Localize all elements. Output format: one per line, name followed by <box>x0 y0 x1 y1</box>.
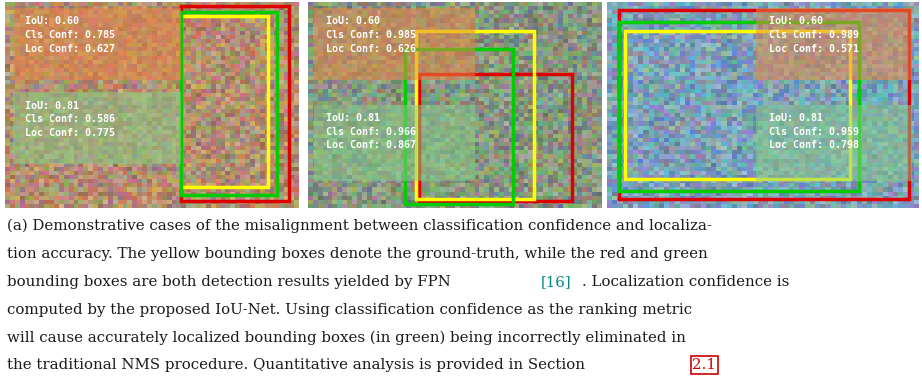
Text: IoU: 0.81
Cls Conf: 0.586
Loc Conf: 0.775: IoU: 0.81 Cls Conf: 0.586 Loc Conf: 0.77… <box>25 101 115 138</box>
Bar <box>405 49 514 203</box>
FancyBboxPatch shape <box>308 2 601 208</box>
Text: tion accuracy. The yellow bounding boxes denote the ground-truth, while the red : tion accuracy. The yellow bounding boxes… <box>7 247 708 261</box>
Text: will cause accurately localized bounding boxes (in green) being incorrectly elim: will cause accurately localized bounding… <box>7 330 686 345</box>
Text: the traditional NMS procedure. Quantitative analysis is provided in Section: the traditional NMS procedure. Quantitat… <box>7 358 590 372</box>
Text: IoU: 0.60
Cls Conf: 0.989
Loc Conf: 0.571: IoU: 0.60 Cls Conf: 0.989 Loc Conf: 0.57… <box>769 16 858 53</box>
FancyBboxPatch shape <box>14 93 181 165</box>
Bar <box>620 22 859 191</box>
Bar <box>417 31 534 199</box>
Text: [16]: [16] <box>540 275 571 289</box>
Text: IoU: 0.81
Cls Conf: 0.959
Loc Conf: 0.798: IoU: 0.81 Cls Conf: 0.959 Loc Conf: 0.79… <box>769 113 858 150</box>
FancyBboxPatch shape <box>756 8 912 80</box>
Bar <box>625 31 850 179</box>
FancyBboxPatch shape <box>313 105 475 181</box>
Text: . Localization confidence is: . Localization confidence is <box>582 275 789 289</box>
Text: (a) Demonstrative cases of the misalignment between classification confidence an: (a) Demonstrative cases of the misalignm… <box>7 219 713 234</box>
Bar <box>181 16 268 187</box>
FancyBboxPatch shape <box>313 8 475 80</box>
Bar <box>420 74 572 202</box>
Bar <box>181 6 289 202</box>
FancyBboxPatch shape <box>607 2 918 208</box>
Bar <box>181 12 278 195</box>
Text: IoU: 0.60
Cls Conf: 0.985
Loc Conf: 0.626: IoU: 0.60 Cls Conf: 0.985 Loc Conf: 0.62… <box>325 16 416 53</box>
Text: bounding boxes are both detection results yielded by FPN: bounding boxes are both detection result… <box>7 275 455 289</box>
Text: IoU: 0.81
Cls Conf: 0.966
Loc Conf: 0.867: IoU: 0.81 Cls Conf: 0.966 Loc Conf: 0.86… <box>325 113 416 150</box>
FancyBboxPatch shape <box>756 105 912 181</box>
FancyBboxPatch shape <box>5 2 298 208</box>
Text: 2.1: 2.1 <box>692 358 716 372</box>
FancyBboxPatch shape <box>14 8 181 80</box>
Text: IoU: 0.60
Cls Conf: 0.785
Loc Conf: 0.627: IoU: 0.60 Cls Conf: 0.785 Loc Conf: 0.62… <box>25 16 115 53</box>
Text: computed by the proposed IoU-Net. Using classification confidence as the ranking: computed by the proposed IoU-Net. Using … <box>7 303 692 317</box>
